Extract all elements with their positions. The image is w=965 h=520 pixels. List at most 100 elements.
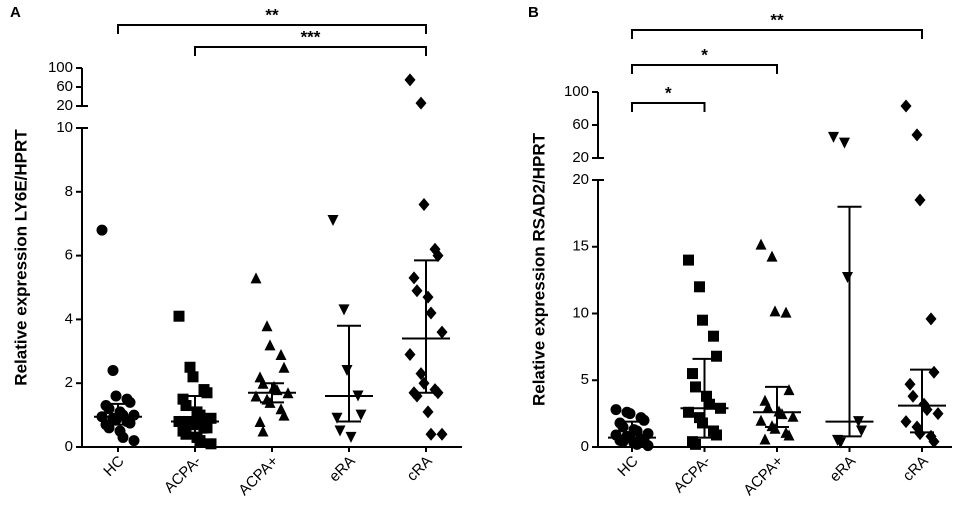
- point: [697, 314, 708, 326]
- point: [711, 429, 722, 441]
- point: [205, 412, 217, 424]
- point: [631, 438, 643, 450]
- point: [124, 417, 136, 429]
- point: [925, 312, 937, 326]
- point: [341, 364, 353, 376]
- point: [856, 425, 867, 437]
- significance-label: **: [770, 10, 784, 29]
- point: [708, 330, 719, 342]
- point: [436, 427, 448, 441]
- point: [900, 415, 912, 429]
- point: [128, 435, 140, 447]
- point: [762, 401, 774, 413]
- point: [932, 407, 944, 421]
- point: [418, 198, 430, 212]
- x-tick-label: ACPA-: [161, 453, 205, 497]
- point: [828, 131, 839, 143]
- point: [624, 408, 636, 420]
- point: [422, 405, 434, 419]
- point: [425, 306, 437, 320]
- y-tick-label: 0: [581, 438, 589, 455]
- point: [835, 437, 846, 449]
- x-tick-label: HC: [100, 453, 127, 480]
- significance-label: *: [701, 45, 708, 64]
- point: [278, 409, 290, 421]
- x-tick-label: ACPA+: [740, 452, 786, 498]
- significance-bracket: [194, 46, 427, 56]
- point: [124, 396, 136, 408]
- point: [914, 193, 926, 207]
- point: [103, 403, 115, 415]
- y-tick-label: 0: [65, 438, 73, 455]
- point: [842, 271, 853, 283]
- y-tick-label: 100: [48, 59, 73, 76]
- point: [411, 284, 423, 298]
- y-tick-label: 15: [572, 238, 589, 255]
- point: [338, 304, 350, 316]
- point: [194, 409, 206, 421]
- significance-bracket: [631, 29, 923, 39]
- point: [907, 389, 919, 403]
- x-tick-label: ACPA-: [670, 453, 714, 497]
- significance-label: ***: [301, 27, 321, 46]
- y-tick-label: 6: [65, 247, 73, 264]
- point: [117, 431, 129, 443]
- point: [638, 414, 650, 426]
- point: [904, 377, 916, 391]
- y-tick-label: 60: [572, 116, 589, 133]
- x-tick-label: HC: [614, 453, 641, 480]
- point: [928, 435, 940, 449]
- point: [331, 412, 343, 424]
- x-tick-label: eRA: [326, 453, 359, 486]
- point: [201, 422, 213, 434]
- point: [928, 365, 940, 379]
- point: [408, 271, 420, 285]
- point: [250, 390, 262, 402]
- point: [683, 406, 694, 418]
- point: [257, 425, 269, 437]
- point: [701, 390, 712, 402]
- point: [759, 433, 771, 445]
- point: [683, 254, 694, 266]
- point: [184, 361, 196, 373]
- point: [711, 350, 722, 362]
- y-tick-label: 60: [56, 78, 73, 95]
- point: [780, 306, 792, 318]
- point: [911, 128, 923, 142]
- point: [180, 400, 192, 412]
- point: [327, 215, 339, 227]
- point: [173, 310, 185, 322]
- point: [404, 347, 416, 361]
- point: [180, 428, 192, 440]
- point: [187, 419, 199, 431]
- point: [610, 404, 622, 416]
- point: [769, 305, 781, 317]
- y-tick-label: 4: [65, 310, 73, 327]
- point: [690, 381, 701, 393]
- y-tick-label: 10: [56, 119, 73, 136]
- point: [787, 410, 799, 422]
- point: [415, 367, 427, 381]
- significance-label: **: [265, 5, 279, 24]
- point: [404, 73, 416, 87]
- y-tick-label: 20: [572, 171, 589, 188]
- point: [334, 425, 346, 437]
- y-axis-label: Relative expression RSAD2/HPRT: [529, 132, 548, 406]
- point: [345, 431, 357, 443]
- point: [275, 348, 287, 360]
- significance-bracket: [117, 24, 427, 34]
- significance-bracket: [631, 102, 706, 112]
- point: [422, 290, 434, 304]
- point: [205, 438, 217, 450]
- point: [687, 368, 698, 380]
- point: [355, 409, 367, 421]
- point: [617, 421, 629, 433]
- x-tick-label: cRA: [900, 453, 932, 485]
- point: [110, 390, 122, 402]
- y-tick-label: 20: [572, 149, 589, 166]
- point: [766, 250, 778, 262]
- y-tick-label: 20: [56, 97, 73, 114]
- point: [425, 427, 437, 441]
- point: [96, 224, 108, 236]
- point: [642, 440, 654, 452]
